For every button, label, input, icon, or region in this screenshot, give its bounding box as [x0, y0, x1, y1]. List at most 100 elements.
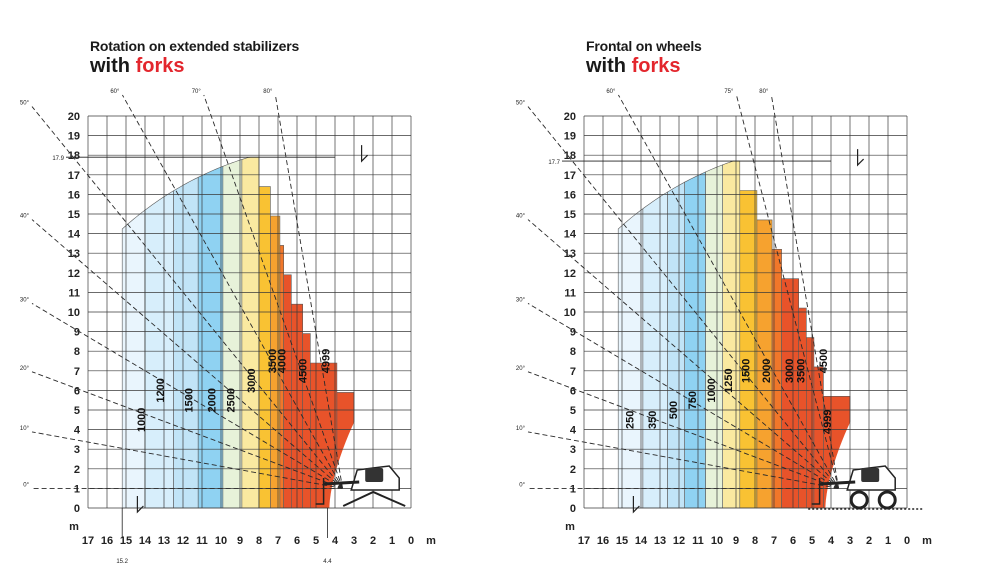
x-tick-label: 0: [408, 535, 414, 547]
x-unit-label: m: [426, 535, 436, 547]
zone-load-label: 3000: [246, 368, 258, 392]
load-zone: [781, 278, 799, 509]
y-tick-label: 18: [68, 150, 80, 162]
zone-load-label: 750: [687, 391, 699, 409]
angle-line: [735, 94, 840, 489]
load-zone: [144, 190, 174, 509]
angle-label: 0°: [519, 482, 525, 488]
x-tick-label: 12: [673, 535, 685, 547]
angle-line: [527, 106, 839, 489]
x-tick-label: 0: [904, 535, 910, 547]
chart-subtitle: with forks: [586, 55, 680, 78]
wheel-icon: [849, 490, 869, 510]
x-tick-label: 6: [790, 535, 796, 547]
wheel-icon: [877, 490, 897, 510]
load-zone: [302, 333, 311, 509]
x-tick-label: 1: [885, 535, 891, 547]
load-zone: [241, 156, 260, 509]
angle-label: 30°: [516, 297, 526, 303]
fork-reach-icon: [632, 496, 640, 514]
angle-label: 80°: [759, 89, 769, 95]
x-tick-label: 16: [101, 535, 113, 547]
x-tick-label: 12: [177, 535, 189, 547]
zone-load-label: 2000: [206, 388, 218, 412]
x-tick-label: 4: [828, 535, 835, 547]
boom-icon: [323, 480, 360, 486]
x-tick-label: 17: [578, 535, 590, 547]
load-zone: [705, 164, 723, 509]
fork-icon: [315, 478, 325, 505]
zone-load-label: 1000: [136, 408, 148, 432]
fork-reach-icon: [136, 496, 144, 514]
y-tick-label: 7: [570, 366, 576, 378]
y-tick-label: 13: [68, 248, 80, 260]
subtitle-accent: forks: [631, 55, 681, 77]
x-unit-label: m: [922, 535, 932, 547]
y-tick-label: 17: [564, 170, 576, 182]
angle-line: [203, 94, 344, 489]
angle-line: [31, 219, 343, 489]
angle-label: 70°: [192, 89, 202, 95]
x-tick-label: 6: [294, 535, 300, 547]
boom-angles: 0° 10° 20° 30° 40° 50° 60° 75° 80°: [516, 89, 840, 489]
angle-label: 40°: [516, 214, 526, 220]
fork-icon: [811, 478, 821, 505]
x-tick-label: 11: [692, 535, 704, 547]
zone-load-label: 3500: [795, 359, 807, 383]
y-tick-label: 9: [570, 327, 576, 339]
angle-label: 75°: [724, 89, 734, 95]
zone-load-label: 2500: [225, 388, 237, 412]
y-tick-label: 15: [68, 209, 80, 221]
min-reach-label: 4.4: [323, 559, 332, 565]
x-tick-label: 13: [158, 535, 170, 547]
y-unit-label: m: [565, 521, 575, 533]
chart-panel-rotation: Rotation on extended stabilizers with fo…: [20, 38, 436, 565]
y-tick-label: 19: [564, 131, 576, 143]
y-tick-label: 2: [570, 464, 576, 476]
subtitle-prefix: with: [586, 55, 626, 77]
angle-line: [31, 106, 343, 489]
y-tick-label: 19: [68, 131, 80, 143]
angle-label: 80°: [263, 89, 273, 95]
chart-subtitle: with forks: [90, 55, 184, 78]
zone-load-label: 3500: [267, 349, 279, 373]
y-tick-label: 6: [570, 385, 576, 397]
angle-line: [31, 371, 343, 489]
zone-load-label: 250: [624, 411, 636, 429]
boom-icon: [819, 480, 856, 486]
chart-title: Rotation on extended stabilizers: [90, 38, 300, 54]
zone-load-label: 2000: [761, 359, 773, 383]
y-tick-label: 14: [68, 229, 81, 241]
load-chart-rotation: 0°10°20°30°40°50°60° 70° 80°01234567891011…: [20, 89, 436, 565]
zone-load-label: 4999: [822, 410, 834, 434]
zone-load-label: 4999: [320, 349, 332, 373]
x-tick-label: 2: [370, 535, 376, 547]
x-tick-label: 11: [196, 535, 208, 547]
boom-angles: 0° 10° 20° 30° 40° 50° 60° 70° 80°: [20, 89, 344, 489]
x-tick-label: 15: [616, 535, 628, 547]
angle-label: 20°: [516, 366, 526, 372]
load-zone: [722, 160, 741, 509]
y-tick-label: 14: [564, 229, 577, 241]
angle-label: 60°: [110, 89, 120, 95]
angle-label: 10°: [516, 426, 526, 432]
y-tick-label: 5: [74, 405, 80, 417]
x-tick-label: 7: [771, 535, 777, 547]
y-tick-label: 1: [570, 483, 576, 495]
angle-line: [770, 94, 840, 489]
machine-icon: [632, 149, 925, 514]
angle-line: [274, 94, 344, 489]
angle-line: [527, 219, 839, 489]
angle-line: [618, 94, 839, 489]
y-tick-label: 11: [68, 287, 80, 299]
zone-load-label: 350: [647, 411, 659, 429]
x-tick-label: 9: [733, 535, 739, 547]
x-tick-label: 7: [275, 535, 281, 547]
x-tick-label: 10: [215, 535, 227, 547]
y-unit-label: m: [69, 521, 79, 533]
angle-line: [527, 431, 839, 489]
load-zone: [684, 171, 706, 509]
